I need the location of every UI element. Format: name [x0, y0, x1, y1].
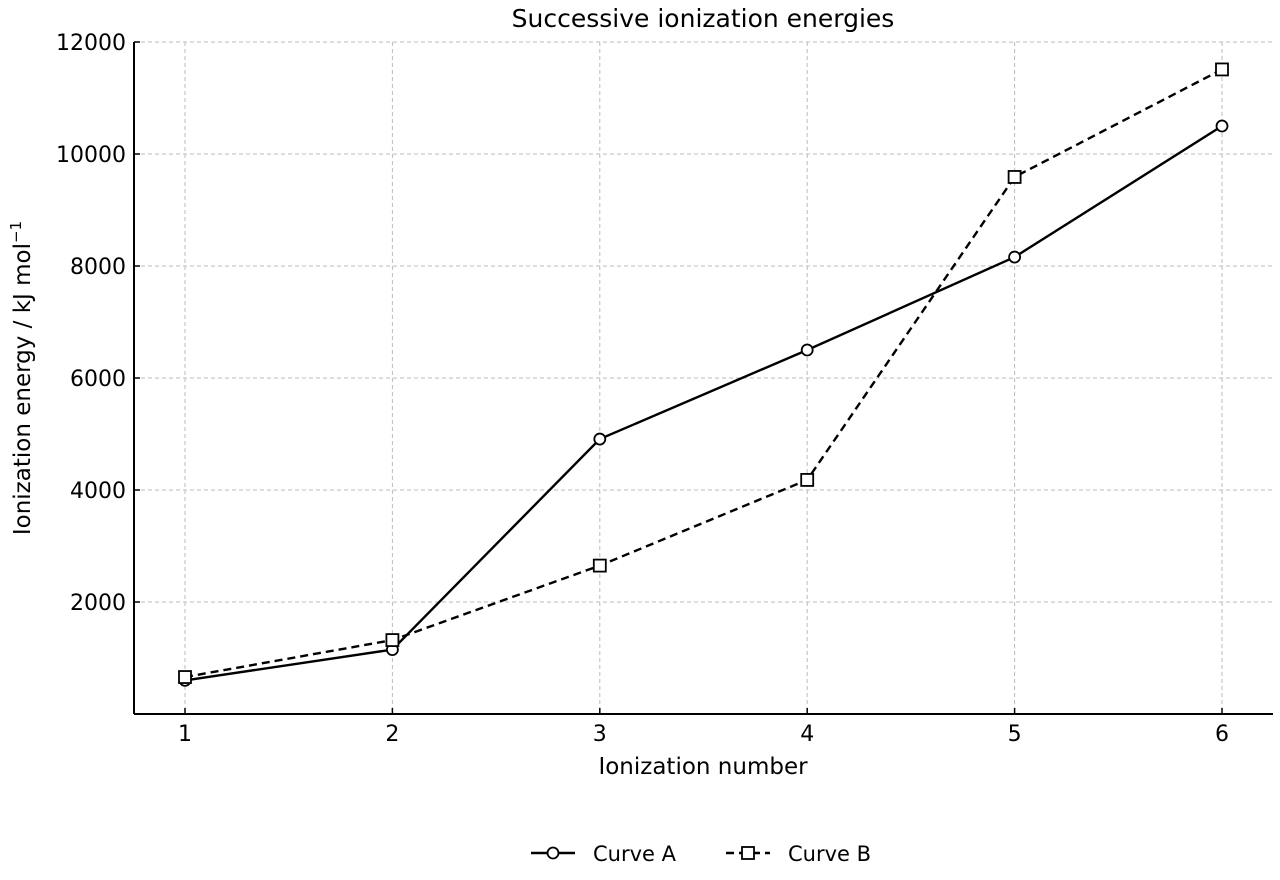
data-point	[593, 432, 607, 446]
x-tick-label: 2	[385, 722, 399, 747]
y-axis-title-text: Ionization energy / kJ mol	[10, 243, 36, 535]
y-axis-title-superscript: −1	[7, 221, 25, 243]
x-tick-label: 3	[593, 722, 607, 747]
y-axis-title: Ionization energy / kJ mol−1	[7, 221, 36, 535]
y-tick-label: 8000	[70, 255, 126, 280]
legend-item: Curve B	[726, 842, 871, 866]
series-layer	[178, 62, 1229, 687]
data-point	[1215, 62, 1229, 77]
ticks: 1 2 3 4 5 6 2000 4000 6000 8000 10000 12000	[56, 31, 1229, 747]
data-point	[178, 670, 192, 684]
x-tick-label: 4	[800, 722, 814, 747]
legend: Curve A Curve B	[531, 842, 871, 866]
legend-marker	[741, 846, 755, 860]
x-tick-label: 6	[1215, 722, 1229, 747]
x-tick-label: 1	[178, 722, 192, 747]
data-point	[1007, 170, 1022, 184]
data-point	[800, 473, 815, 487]
data-point	[800, 343, 814, 357]
y-tick-label: 10000	[56, 143, 126, 168]
legend-marker	[546, 846, 560, 860]
series-b	[178, 62, 1229, 684]
legend-label: Curve B	[788, 842, 871, 866]
y-tick-label: 12000	[56, 31, 126, 56]
y-tick-label: 4000	[70, 479, 126, 504]
data-point	[1215, 119, 1229, 133]
y-tick-label: 6000	[70, 367, 126, 392]
data-point	[1008, 250, 1021, 264]
data-point	[385, 633, 400, 647]
legend-item: Curve A	[531, 842, 677, 866]
y-tick-label: 2000	[70, 591, 126, 616]
series-line	[184, 124, 1223, 682]
x-tick-label: 5	[1008, 722, 1022, 747]
legend-label: Curve A	[593, 842, 677, 866]
x-axis-title: Ionization number	[598, 754, 808, 780]
series-line	[184, 68, 1223, 679]
series-a	[178, 119, 1229, 687]
data-point	[592, 558, 607, 573]
grid-lines	[134, 41, 1273, 714]
chart-title: Successive ionization energies	[512, 4, 895, 33]
